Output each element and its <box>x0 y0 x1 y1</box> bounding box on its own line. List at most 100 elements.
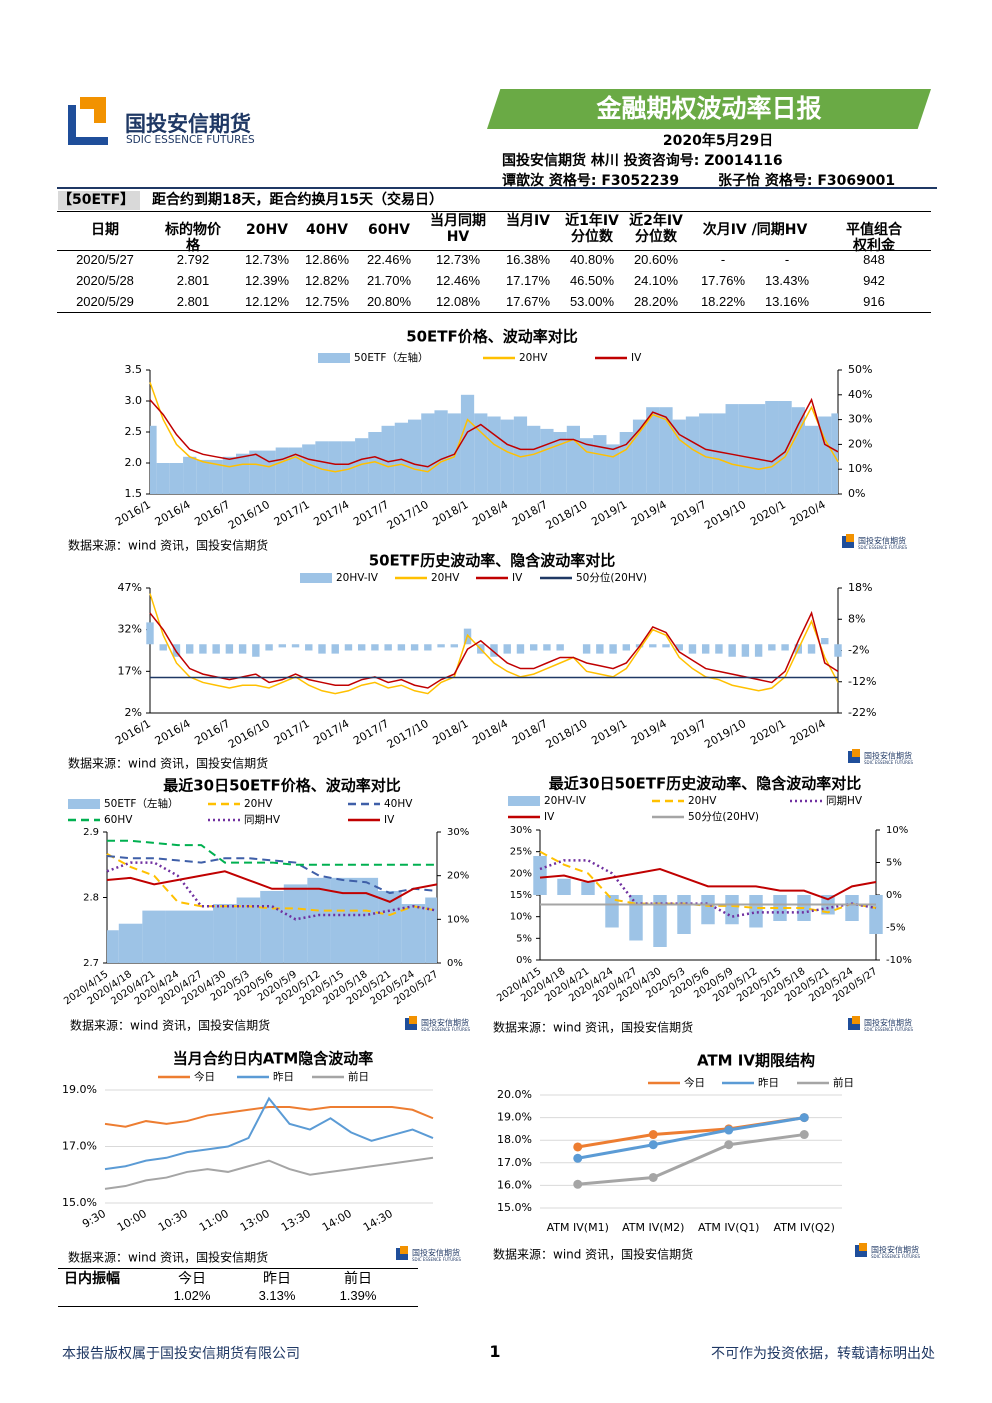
bar <box>278 644 287 648</box>
table-cell: 12.39% <box>244 273 290 288</box>
bar <box>344 644 353 651</box>
bar <box>741 644 750 657</box>
x-tick-label: 13:00 <box>238 1207 272 1234</box>
area-segment <box>632 419 647 494</box>
rule <box>57 187 937 189</box>
y-tick-label: 18.0% <box>497 1133 532 1146</box>
area-segment <box>593 435 607 494</box>
date: 2020年5月29日 <box>662 133 774 149</box>
x-tick-label: 2016/1 <box>113 498 153 529</box>
bar <box>609 644 617 654</box>
area-segment <box>712 413 726 494</box>
table-cell: 12.12% <box>244 294 290 309</box>
bar <box>773 895 787 921</box>
marker <box>648 1172 658 1182</box>
bar <box>677 895 691 934</box>
y2-tick-label: 30% <box>447 827 469 838</box>
y-tick-label: 0% <box>516 955 532 966</box>
bar <box>649 644 657 648</box>
area-segment <box>107 930 119 963</box>
bar <box>437 644 445 648</box>
table-cell: 2020/5/29 <box>76 294 134 309</box>
area-segment <box>425 897 437 963</box>
table-cell: 942 <box>863 273 885 288</box>
area-segment <box>434 410 448 494</box>
x-tick-label: 2017/10 <box>385 717 431 751</box>
footer-left: 本报告版权属于国投安信期货有限公司 <box>62 1346 300 1362</box>
area-segment <box>606 444 620 494</box>
table-header: 当月同期HV <box>430 213 486 245</box>
bar <box>821 638 829 645</box>
bar <box>357 644 366 651</box>
table-header: 标的物价格 <box>165 222 221 254</box>
bar <box>503 644 511 654</box>
legend-label: 20HV-IV <box>544 795 587 807</box>
legend-label: 60HV <box>104 814 133 826</box>
table-cell: 20.80% <box>366 294 412 309</box>
marker <box>573 1153 583 1163</box>
y2-tick-label: 0% <box>886 890 902 901</box>
legend-swatch <box>508 796 540 806</box>
table-cell: 916 <box>863 294 885 309</box>
x-tick-label: 2016/10 <box>226 498 272 532</box>
chart-title: 最近30日50ETF价格、波动率对比 <box>163 777 400 795</box>
bar <box>225 644 234 654</box>
table-header: 20HV <box>245 222 289 238</box>
legend-label: 今日 <box>194 1070 215 1083</box>
logo-text: SDIC ESSENCE FUTURES <box>412 1257 461 1262</box>
footer-right: 不可作为投资依据，转载请标明出处 <box>711 1346 935 1362</box>
legend-label: 前日 <box>833 1076 854 1089</box>
area-segment <box>619 432 633 494</box>
table-cell: 21.70% <box>366 273 412 288</box>
legend-label: 昨日 <box>758 1077 779 1089</box>
x-tick-label: 2020/4 <box>788 498 828 529</box>
x-tick-label: 2018/7 <box>510 717 550 748</box>
x-tick-label: ATM IV(Q2) <box>774 1221 835 1234</box>
bar <box>556 644 564 651</box>
bar <box>318 644 326 654</box>
y-tick-label: 15% <box>510 890 532 901</box>
table-cell: 17.67% <box>505 294 551 309</box>
bar <box>371 644 379 651</box>
series-line <box>149 382 839 473</box>
y-tick-label: 20.0% <box>497 1088 532 1101</box>
y2-tick-label: 10% <box>447 914 469 925</box>
chart-title: ATM IV期限结构 <box>697 1052 815 1070</box>
series-line <box>106 870 438 903</box>
series-line <box>104 1096 434 1171</box>
chart-title: 50ETF价格、波动率对比 <box>406 328 578 346</box>
amplitude-header: 今日 <box>178 1271 206 1287</box>
table-cell: 24.10% <box>633 273 679 288</box>
area-segment <box>791 407 805 494</box>
table-header: 40HV <box>305 222 349 238</box>
report-title: 金融期权波动率日报 <box>596 94 822 123</box>
y-tick-label: 17.0% <box>62 1140 97 1153</box>
source-note: 数据来源：wind 资讯，国投安信期货 <box>70 1018 270 1033</box>
legend-label: IV <box>384 814 395 826</box>
series-line <box>104 1105 434 1128</box>
series-line <box>104 1156 434 1190</box>
bar <box>450 644 459 648</box>
table-cell: 13.43% <box>764 273 810 288</box>
bar <box>781 644 789 651</box>
table-header: 当月IV <box>505 213 551 229</box>
area-segment <box>368 432 382 494</box>
area-segment <box>275 447 289 494</box>
x-tick-label: 2019/10 <box>702 498 748 532</box>
y-tick-label: 16.0% <box>497 1178 532 1191</box>
x-tick-label: 2018/4 <box>470 498 510 529</box>
logo-mark <box>400 1246 408 1254</box>
y-tick-label: 17.0% <box>497 1156 532 1169</box>
y2-tick-label: 10% <box>848 462 872 475</box>
series-line <box>577 1133 805 1186</box>
x-tick-label: 2016/4 <box>153 498 193 529</box>
area-segment <box>118 923 143 963</box>
amplitude-header: 昨日 <box>263 1271 291 1287</box>
y-tick-label: 30% <box>510 825 532 836</box>
bar <box>629 895 643 941</box>
amplitude-cell: 1.39% <box>339 1288 377 1303</box>
x-tick-label: ATM IV(M1) <box>547 1221 609 1234</box>
x-tick-label: 2018/1 <box>431 717 471 748</box>
y-tick-label: 17% <box>118 664 142 677</box>
